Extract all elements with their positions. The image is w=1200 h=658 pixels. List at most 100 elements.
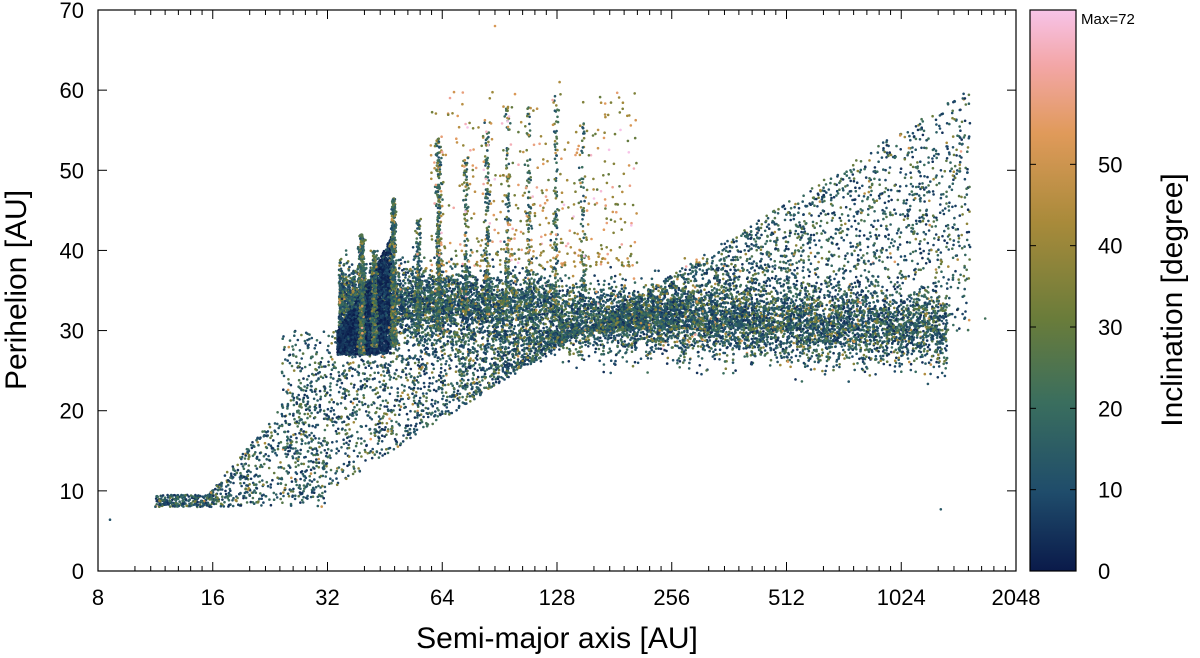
scatter-point bbox=[404, 276, 407, 279]
scatter-point bbox=[689, 305, 693, 309]
scatter-point bbox=[351, 284, 354, 287]
scatter-point bbox=[872, 300, 875, 304]
scatter-point bbox=[678, 360, 682, 363]
scatter-point bbox=[708, 339, 712, 342]
scatter-point bbox=[889, 304, 892, 308]
scatter-point bbox=[819, 339, 822, 343]
scatter-point bbox=[571, 283, 575, 287]
scatter-point bbox=[796, 345, 799, 349]
scatter-point bbox=[496, 288, 500, 292]
scatter-point bbox=[910, 352, 914, 356]
scatter-point bbox=[497, 371, 500, 375]
scatter-point bbox=[699, 336, 703, 339]
scatter-point bbox=[412, 314, 416, 317]
scatter-point bbox=[795, 295, 799, 299]
scatter-point bbox=[864, 286, 868, 290]
scatter-point bbox=[910, 317, 913, 320]
scatter-point bbox=[599, 302, 602, 306]
scatter-point bbox=[769, 358, 773, 362]
scatter-point bbox=[444, 270, 448, 273]
scatter-point bbox=[774, 351, 777, 354]
scatter-point bbox=[540, 286, 544, 290]
scatter-point bbox=[594, 350, 597, 354]
scatter-point bbox=[411, 280, 415, 283]
scatter-point bbox=[900, 370, 903, 374]
scatter-point bbox=[450, 267, 454, 270]
scatter-point bbox=[856, 362, 859, 365]
scatter-point bbox=[683, 359, 686, 362]
scatter-point bbox=[852, 292, 855, 295]
scatter-point bbox=[927, 334, 930, 338]
scatter-point bbox=[587, 291, 590, 295]
scatter-point bbox=[900, 354, 903, 358]
scatter-point bbox=[630, 350, 634, 354]
scatter-point bbox=[586, 303, 589, 307]
scatter-point bbox=[915, 336, 919, 339]
scatter-point bbox=[798, 354, 802, 358]
scatter-point bbox=[665, 362, 669, 365]
scatter-point bbox=[704, 339, 707, 342]
scatter-point bbox=[941, 328, 944, 332]
scatter-point bbox=[469, 248, 473, 252]
scatter-point bbox=[540, 294, 544, 298]
scatter-point bbox=[754, 293, 758, 297]
scatter-point bbox=[877, 361, 880, 364]
scatter-point bbox=[539, 359, 543, 363]
scatter-point bbox=[575, 285, 579, 289]
scatter-point bbox=[401, 284, 405, 287]
scatter-point bbox=[885, 360, 889, 364]
scatter-point bbox=[731, 358, 735, 362]
scatter-point bbox=[847, 348, 850, 351]
scatter-point bbox=[707, 336, 711, 339]
scatter-point bbox=[423, 256, 426, 260]
scatter-point bbox=[774, 353, 777, 357]
scatter-point bbox=[742, 347, 745, 350]
scatter-point bbox=[625, 360, 629, 363]
scatter-point bbox=[678, 339, 682, 343]
scatter-point bbox=[549, 238, 553, 242]
scatter-point bbox=[779, 354, 783, 358]
scatter-point bbox=[893, 370, 897, 373]
scatter-point bbox=[457, 287, 461, 291]
scatter-point bbox=[521, 267, 524, 270]
scatter-point bbox=[577, 354, 580, 357]
scatter-point bbox=[935, 336, 939, 340]
scatter-point bbox=[516, 278, 519, 282]
scatter-point bbox=[583, 302, 586, 306]
scatter-point bbox=[550, 323, 553, 326]
scatter-point bbox=[768, 364, 772, 367]
scatter-point bbox=[677, 357, 681, 360]
scatter-point bbox=[772, 348, 776, 352]
scatter-point bbox=[718, 297, 722, 301]
scatter-point bbox=[792, 294, 795, 298]
scatter-point bbox=[811, 338, 814, 342]
scatter-point bbox=[618, 273, 622, 276]
scatter-point bbox=[587, 354, 591, 358]
scatter-point bbox=[698, 339, 701, 343]
scatter-point bbox=[700, 372, 703, 376]
scatter-point bbox=[801, 349, 805, 353]
scatter-point bbox=[939, 335, 943, 338]
scatter-point bbox=[842, 348, 845, 352]
scatter-point bbox=[915, 357, 918, 360]
scatter-point bbox=[646, 357, 650, 360]
scatter-point bbox=[906, 316, 909, 319]
scatter-point bbox=[885, 348, 888, 352]
scatter-point bbox=[876, 294, 879, 298]
scatter-point bbox=[570, 314, 574, 318]
scatter-point bbox=[632, 277, 636, 280]
scatter-point bbox=[568, 294, 571, 298]
scatter-point bbox=[841, 353, 844, 357]
scatter-point bbox=[731, 348, 734, 351]
scatter-point bbox=[882, 313, 886, 317]
scatter-point bbox=[700, 357, 704, 360]
scatter-point bbox=[683, 355, 686, 359]
scatter-point bbox=[561, 360, 565, 364]
scatter-point bbox=[567, 276, 571, 280]
scatter-point bbox=[536, 300, 539, 304]
scatter-point bbox=[645, 343, 649, 347]
scatter-point bbox=[888, 318, 891, 322]
scatter-point bbox=[538, 313, 542, 316]
scatter-point bbox=[830, 342, 834, 346]
scatter-point bbox=[863, 311, 866, 315]
